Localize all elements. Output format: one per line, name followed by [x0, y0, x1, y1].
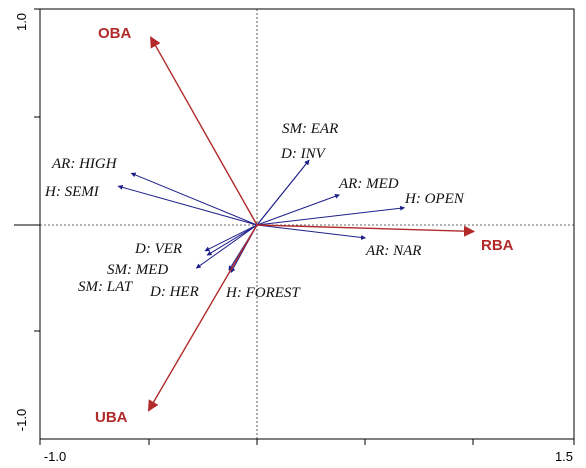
environmental-vectors: [147, 36, 476, 412]
species-label-sm-lat: SM: LAT: [78, 279, 134, 295]
species-label-d-inv: D: INV: [280, 146, 327, 162]
species-vector-h-semi: [117, 184, 258, 226]
species-vector-ar-high: [130, 172, 258, 226]
env-vector-rba: [256, 224, 476, 237]
species-vector-d-inv: [256, 159, 310, 226]
species-label-ar-high: AR: HIGH: [51, 156, 118, 172]
env-label-oba: OBA: [98, 25, 132, 42]
env-vector-oba: [150, 36, 258, 226]
species-label-sm-ear: SM: EAR: [282, 121, 338, 137]
species-vector-d-ver: [204, 224, 258, 252]
species-vector-sm-med: [195, 224, 258, 269]
y-tick-label-min: -1.0: [14, 409, 29, 431]
species-label-h-forest: H: FOREST: [225, 285, 301, 301]
env-label-rba: RBA: [481, 237, 514, 254]
species-label-h-semi: H: SEMI: [44, 184, 100, 200]
env-label-uba: UBA: [95, 409, 128, 426]
y-axis-ticks: [14, 8, 40, 332]
species-label-h-open: H: OPEN: [404, 191, 465, 207]
env-vector-uba: [147, 224, 258, 412]
species-vector-ar-nar: [256, 224, 366, 240]
x-tick-label-max: 1.5: [555, 449, 573, 464]
x-tick-label-min: -1.0: [44, 449, 66, 464]
species-label-sm-med: SM: MED: [107, 262, 168, 278]
x-axis-ticks: [39, 439, 575, 445]
y-tick-label-max: 1.0: [14, 13, 29, 31]
species-vector-h-open: [256, 205, 406, 226]
species-vector-sm-lat: [206, 224, 258, 256]
species-vector-ar-med: [256, 193, 340, 226]
species-label-ar-nar: AR: NAR: [365, 243, 421, 259]
species-label-d-ver: D: VER: [134, 241, 182, 257]
species-label-ar-med: AR: MED: [338, 176, 399, 192]
plot-frame: [39, 8, 575, 440]
species-label-d-her: D: HER: [149, 284, 199, 300]
